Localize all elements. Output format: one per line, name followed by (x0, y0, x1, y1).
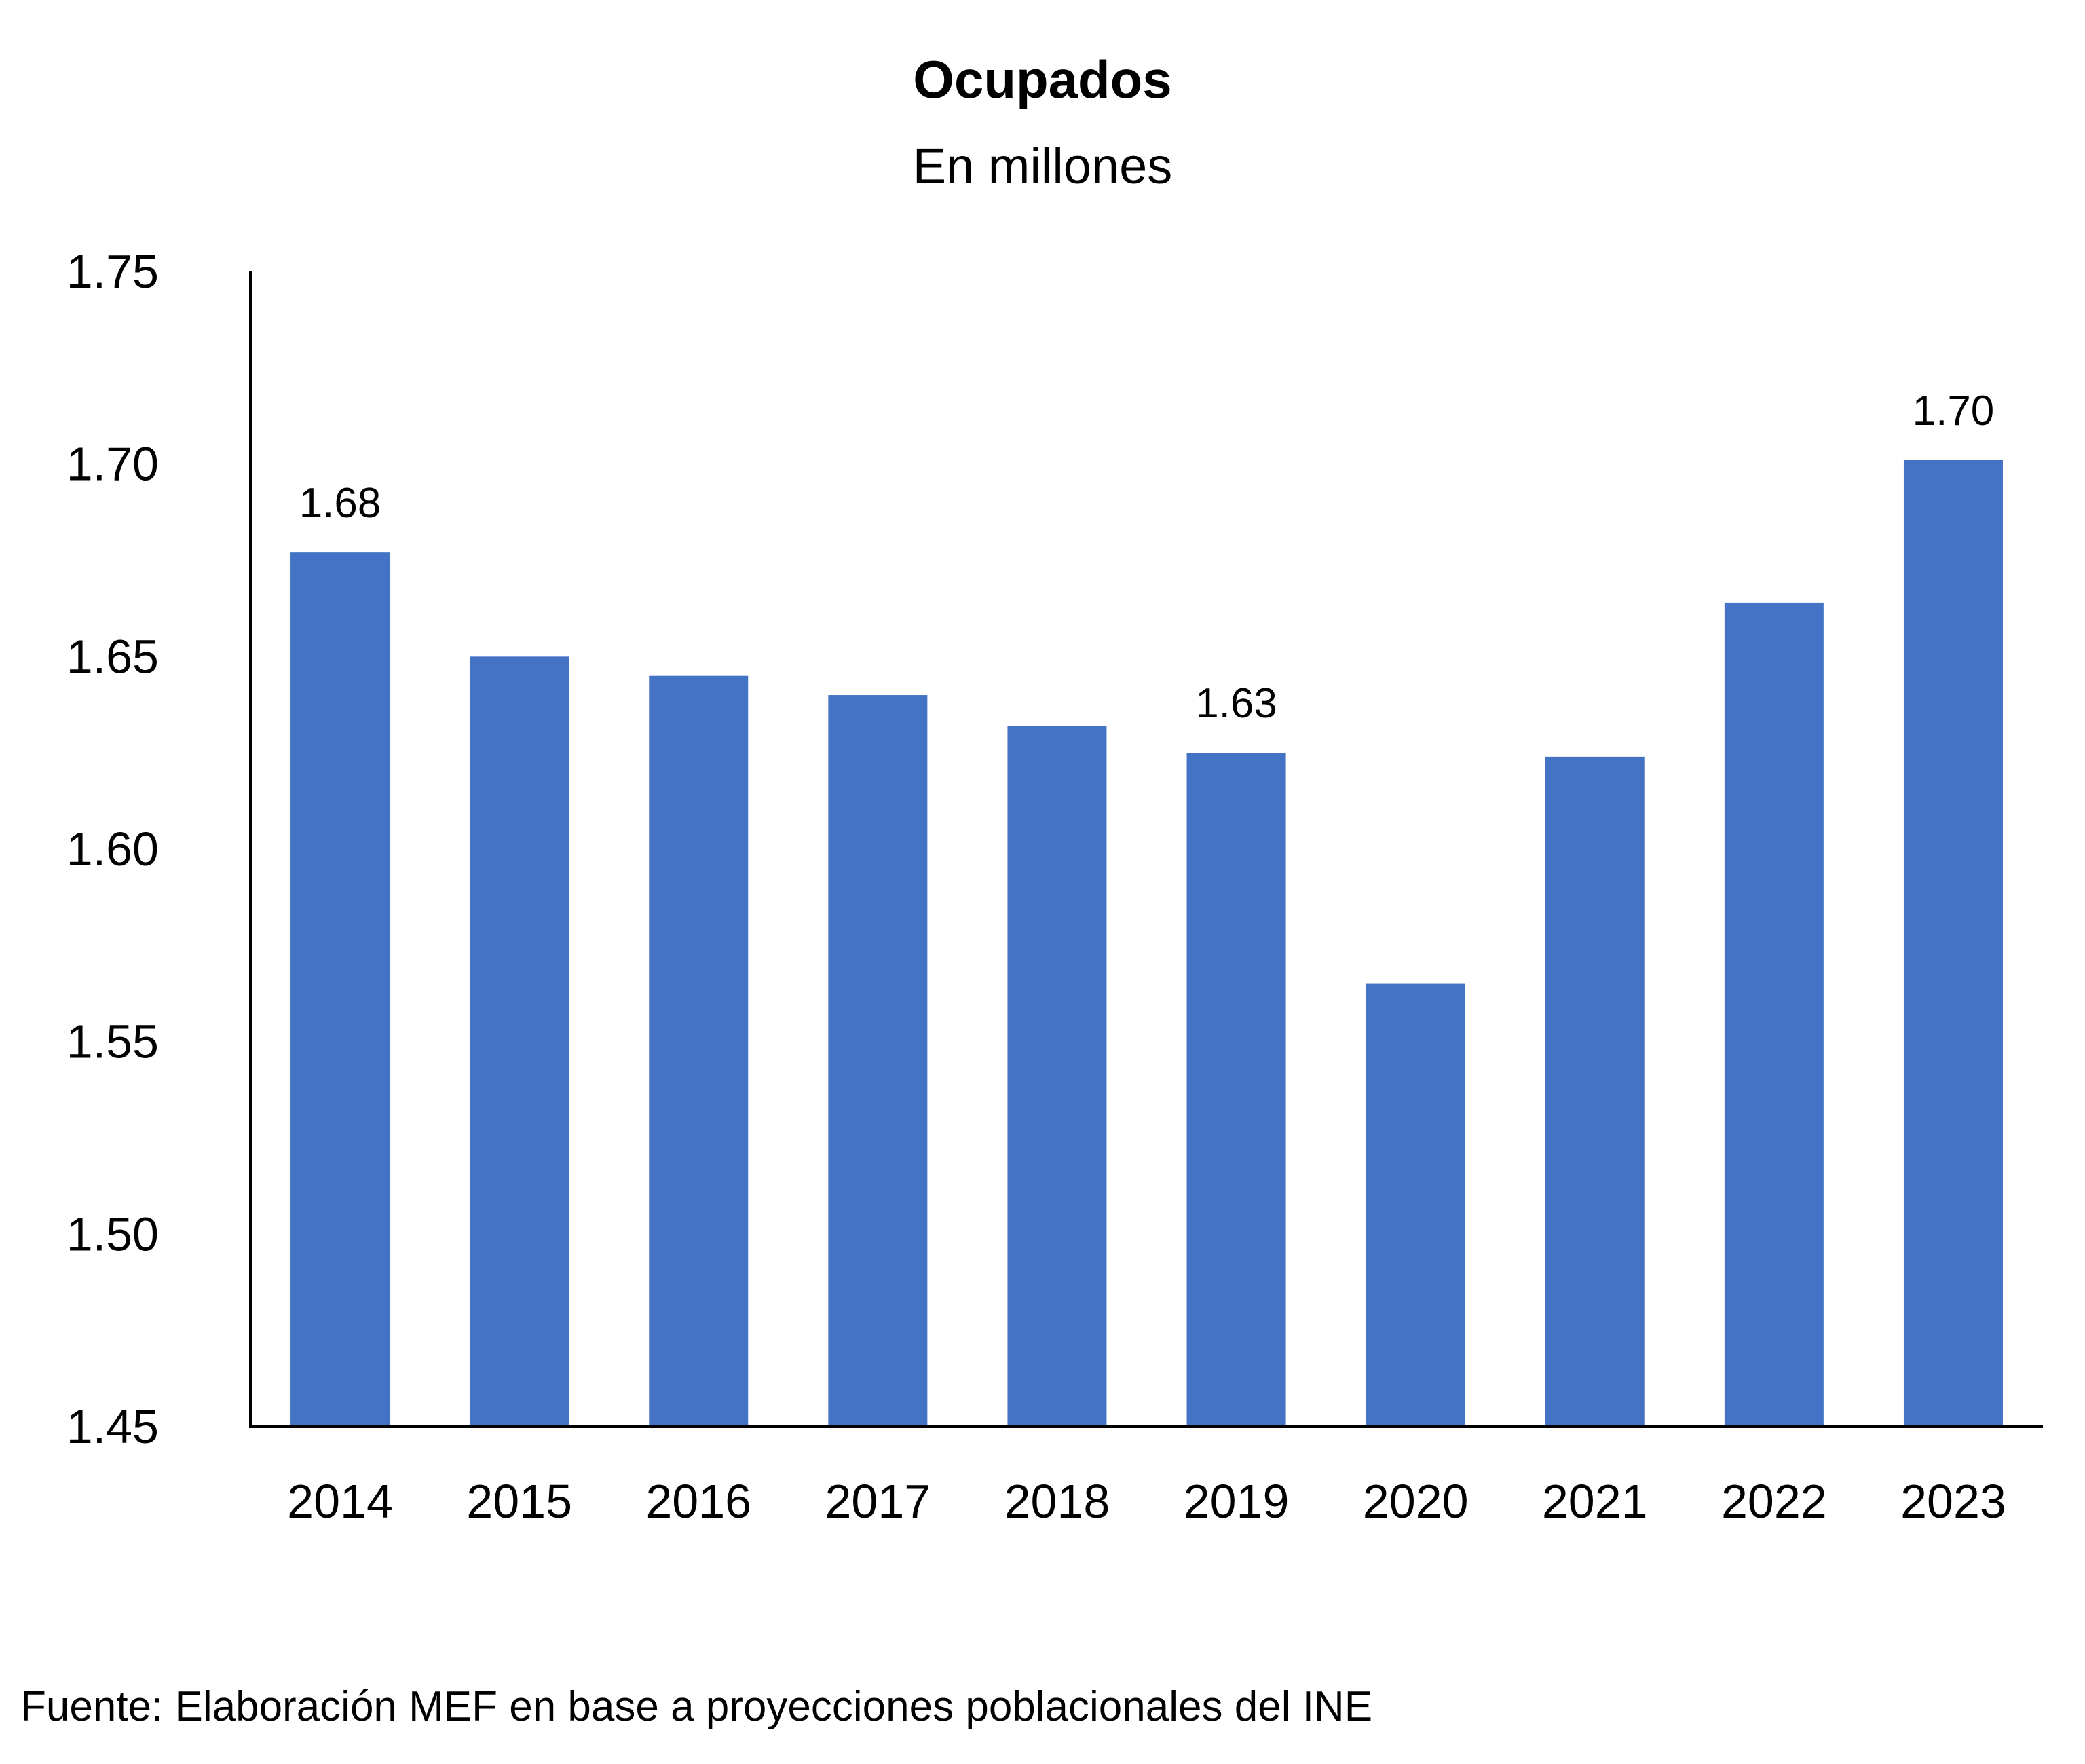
x-tick-label: 2018 (1004, 1475, 1110, 1528)
x-tick-label: 2015 (466, 1475, 572, 1528)
y-tick-label: 1.75 (67, 245, 159, 298)
bar-2019 (1186, 753, 1286, 1427)
x-tick-label: 2020 (1363, 1475, 1469, 1528)
chart-title: Ocupados (913, 50, 1172, 109)
bar-2022 (1724, 602, 1824, 1427)
bar-2018 (1007, 726, 1107, 1427)
x-tick-label: 2021 (1542, 1475, 1648, 1528)
x-tick-label: 2023 (1900, 1475, 2006, 1528)
x-tick-label: 2019 (1184, 1475, 1290, 1528)
x-tick-label: 2017 (825, 1475, 931, 1528)
bar-2016 (649, 675, 749, 1427)
y-tick-label: 1.50 (67, 1207, 159, 1260)
data-label-2023: 1.70 (1913, 388, 1995, 434)
bar-2015 (470, 656, 569, 1427)
bar-2014 (290, 552, 390, 1427)
y-axis-ticks: 1.45 1.50 1.55 1.60 1.65 1.70 1.75 (67, 245, 159, 1453)
x-axis-ticks: 2014 2015 2016 2017 2018 2019 2020 2021 2022 2023 (287, 1475, 2006, 1528)
y-tick-label: 1.65 (67, 630, 159, 683)
y-tick-label: 1.70 (67, 438, 159, 491)
y-tick-label: 1.55 (67, 1015, 159, 1068)
bar-2021 (1545, 756, 1645, 1427)
y-tick-label: 1.60 (67, 823, 159, 876)
y-tick-label: 1.45 (67, 1400, 159, 1453)
bar-2023 (1903, 459, 2003, 1427)
source-note: Fuente: Elaboración MEF en base a proyec… (20, 1683, 1373, 1730)
bar-2020 (1366, 983, 1465, 1427)
chart-subtitle: En millones (912, 138, 1173, 194)
x-tick-label: 2016 (645, 1475, 751, 1528)
data-label-2014: 1.68 (299, 480, 381, 527)
bars (290, 459, 2003, 1427)
data-label-2019: 1.63 (1195, 680, 1277, 727)
x-tick-label: 2014 (287, 1475, 393, 1528)
data-labels: 1.68 1.63 1.70 (299, 388, 1995, 727)
x-tick-label: 2022 (1721, 1475, 1827, 1528)
bar-2017 (828, 695, 928, 1427)
